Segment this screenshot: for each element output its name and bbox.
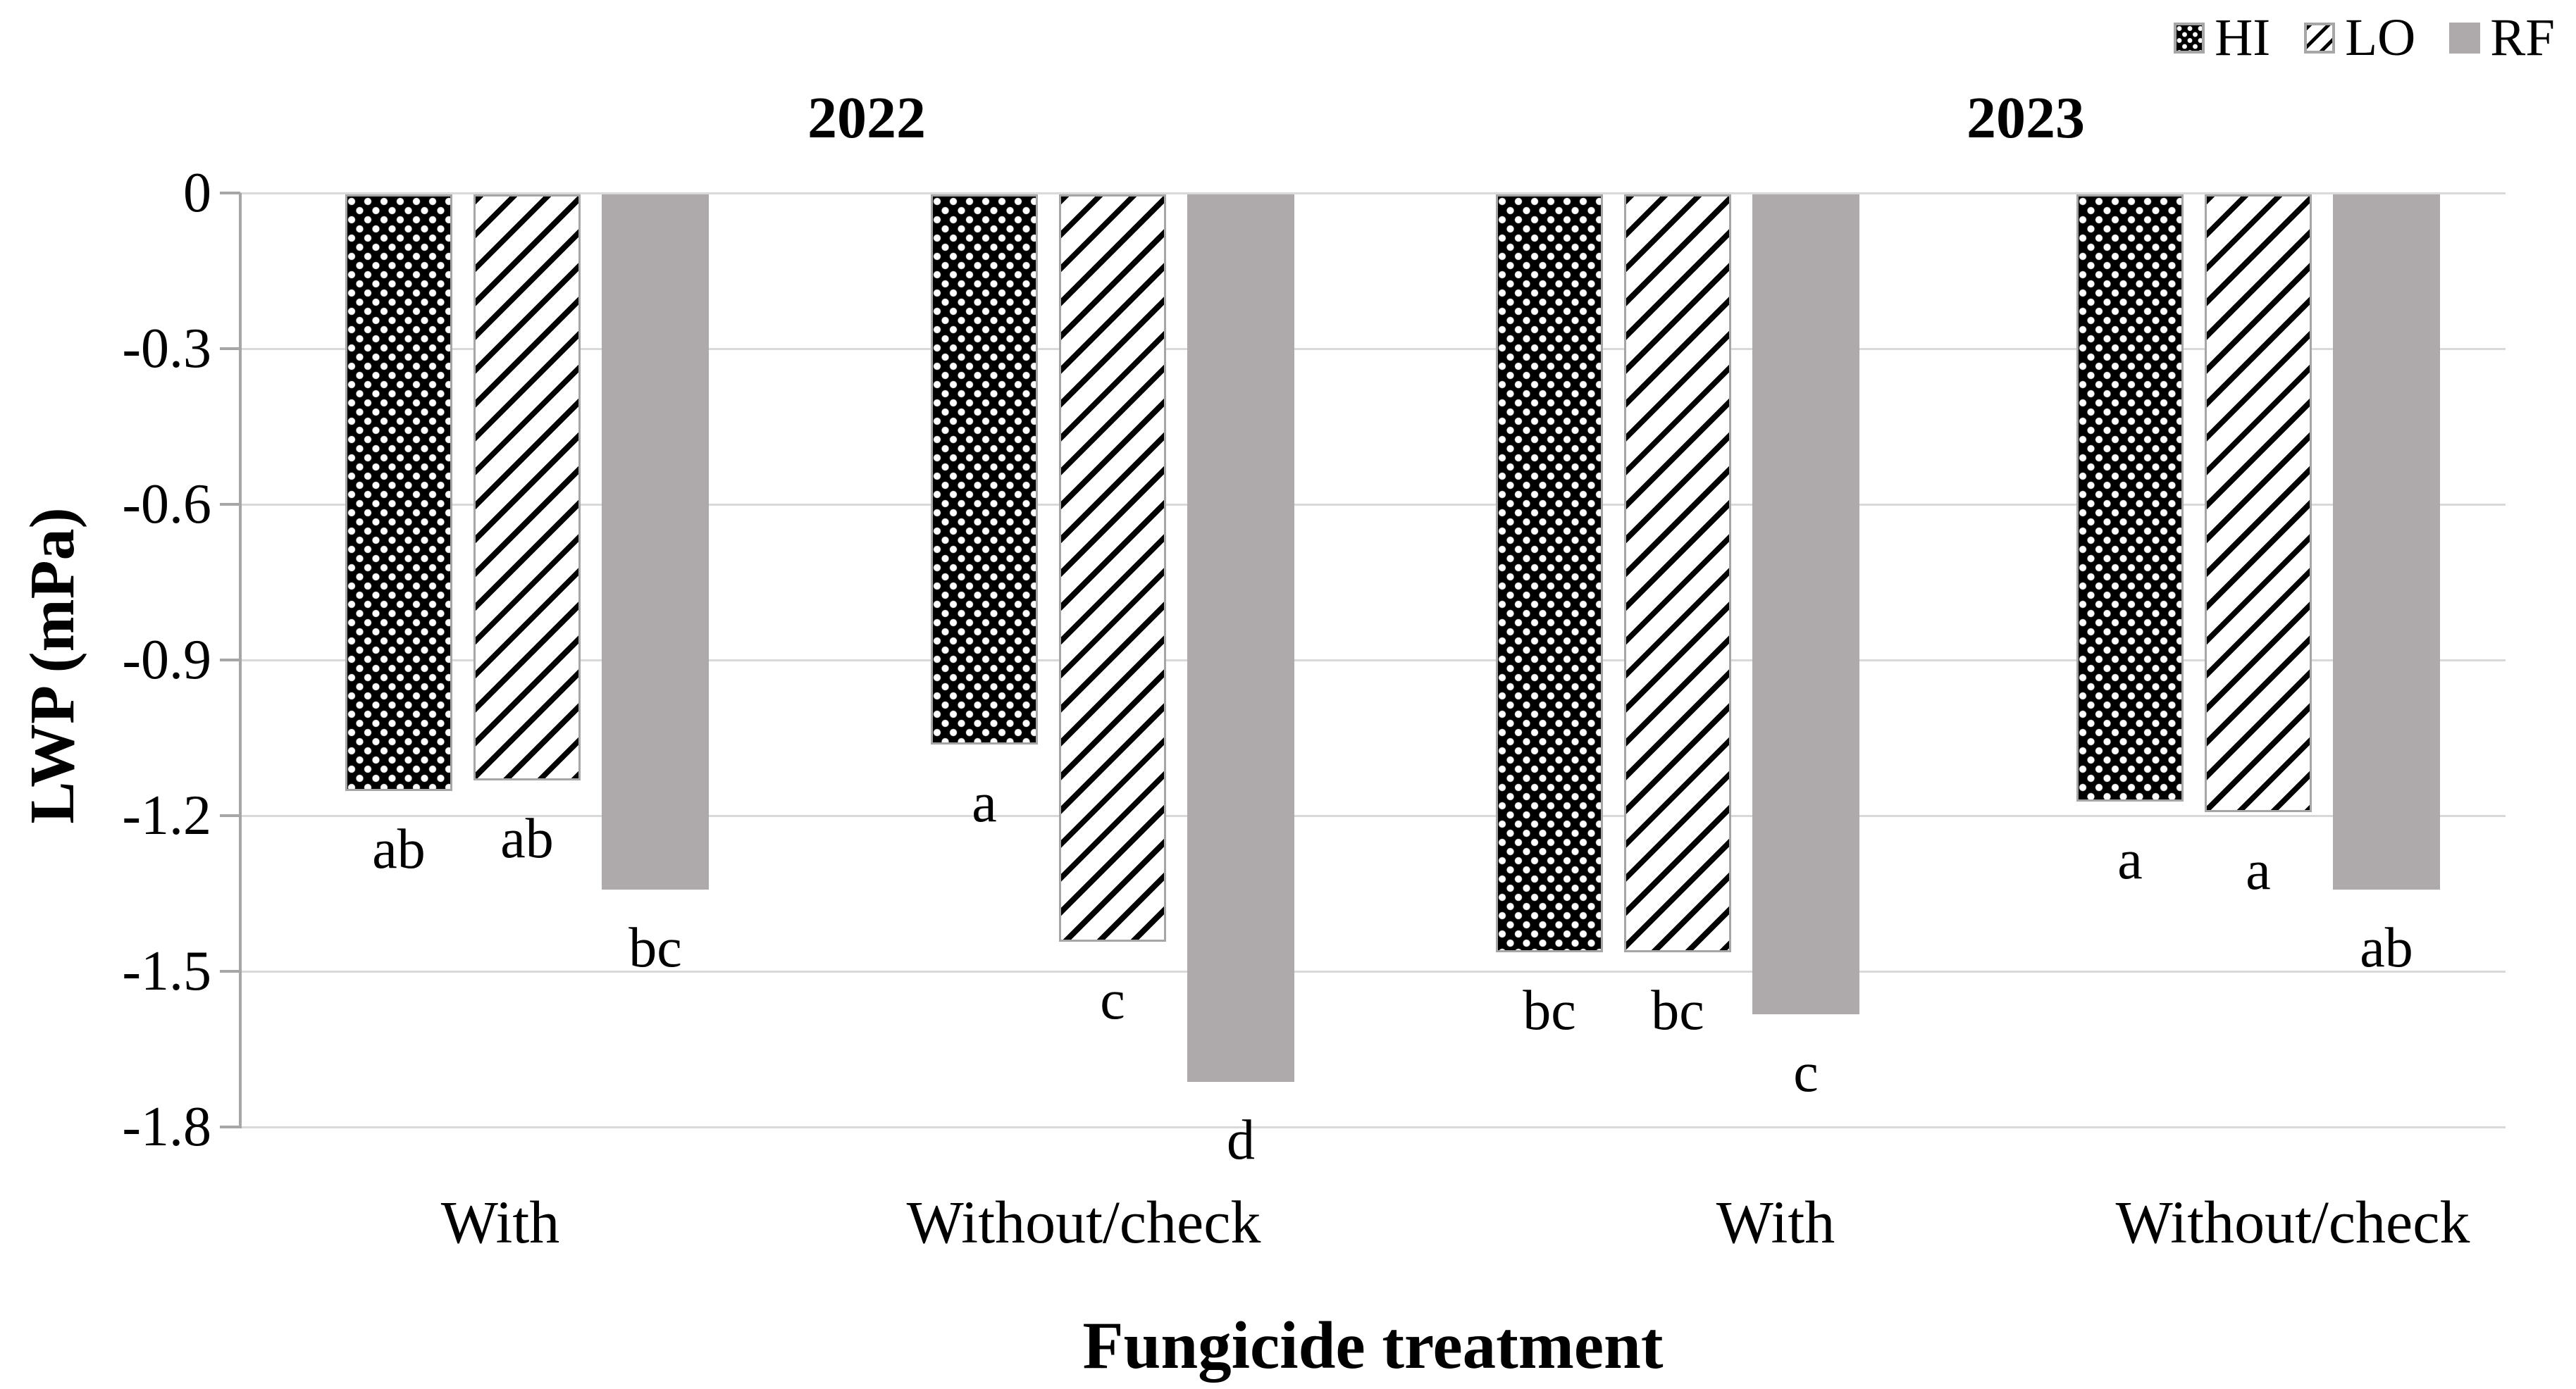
legend-item-hi: HI <box>2174 11 2270 64</box>
legend-label-hi: HI <box>2215 8 2271 67</box>
gridline <box>240 815 2506 817</box>
sig-letter: c <box>1793 1042 1819 1104</box>
sig-letter: ab <box>372 818 426 880</box>
y-tick-label: -1.2 <box>122 785 211 847</box>
sig-letter: bc <box>1651 980 1704 1042</box>
y-tick-label: -0.3 <box>122 318 211 380</box>
sig-letter: ab <box>500 808 554 870</box>
gridline <box>240 348 2506 350</box>
y-axis-tick <box>220 659 240 661</box>
bar-lo-with-2022 <box>473 194 581 780</box>
category-label: Without/check <box>906 1188 1261 1256</box>
legend-label-rf: RF <box>2490 8 2555 67</box>
x-axis-title: Fungicide treatment <box>1082 1308 1664 1383</box>
gridline <box>240 971 2506 973</box>
bar-hi-without-check-2023 <box>2076 194 2184 802</box>
bar-rf-without-check-2023 <box>2333 194 2440 890</box>
sig-letter: bc <box>628 917 682 979</box>
y-tick-label: 0 <box>183 162 211 224</box>
sig-letter: c <box>1100 969 1125 1031</box>
y-axis-tick <box>220 970 240 973</box>
y-axis-tick <box>220 347 240 350</box>
category-label: With <box>440 1188 560 1256</box>
y-axis-line <box>239 193 242 1128</box>
legend: HI LO RF <box>2174 11 2555 64</box>
y-tick-label: -0.6 <box>122 473 211 535</box>
y-axis-tick <box>220 192 240 194</box>
legend-item-rf: RF <box>2449 11 2555 64</box>
gridline <box>240 192 2506 194</box>
sig-letter: a <box>2246 840 2271 902</box>
sig-letter: a <box>972 772 997 834</box>
y-axis-tick <box>220 1126 240 1128</box>
rf-solid-swatch-icon <box>2449 22 2481 54</box>
bar-lo-with-2023 <box>1624 194 1731 952</box>
year-title-2023: 2023 <box>1967 85 2085 151</box>
bar-lo-without-check-2022 <box>1059 194 1166 942</box>
sig-letter: ab <box>2360 917 2413 979</box>
bar-hi-without-check-2022 <box>931 194 1038 745</box>
gridline <box>240 504 2506 506</box>
year-title-2022: 2022 <box>807 85 926 151</box>
bar-rf-with-2022 <box>602 194 709 890</box>
y-axis-tick <box>220 814 240 817</box>
gridline <box>240 659 2506 661</box>
y-axis-tick <box>220 503 240 506</box>
sig-letter: a <box>2117 829 2143 891</box>
sig-letter: d <box>1227 1109 1255 1171</box>
gridline <box>240 1126 2506 1128</box>
bar-lo-without-check-2023 <box>2205 194 2312 812</box>
bar-hi-with-2022 <box>345 194 452 791</box>
category-label: With <box>1716 1188 1835 1256</box>
bar-rf-with-2023 <box>1752 194 1859 1014</box>
y-tick-label: -1.5 <box>122 940 211 1002</box>
hi-dotted-swatch-icon <box>2174 22 2205 54</box>
bar-rf-without-check-2022 <box>1187 194 1294 1082</box>
bar-hi-with-2023 <box>1496 194 1603 952</box>
legend-label-lo: LO <box>2345 8 2416 67</box>
legend-item-lo: LO <box>2304 11 2415 64</box>
y-tick-label: -1.8 <box>122 1096 211 1158</box>
lo-hatched-swatch-icon <box>2304 22 2336 54</box>
category-label: Without/check <box>2115 1188 2470 1256</box>
y-tick-label: -0.9 <box>122 629 211 691</box>
sig-letter: bc <box>1523 980 1576 1042</box>
